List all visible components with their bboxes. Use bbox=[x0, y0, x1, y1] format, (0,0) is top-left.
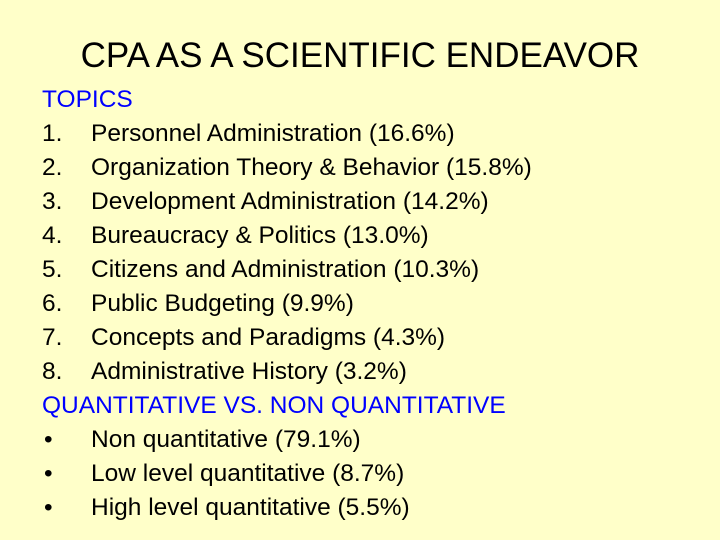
item-text: Public Budgeting (9.9%) bbox=[91, 290, 354, 317]
item-number: 1. bbox=[42, 120, 63, 147]
list-item: • Low level quantitative (8.7%) bbox=[42, 457, 702, 491]
item-text: High level quantitative (5.5%) bbox=[91, 494, 410, 521]
list-item: 1. Personnel Administration (16.6%) bbox=[42, 117, 702, 151]
list-item: 6. Public Budgeting (9.9%) bbox=[42, 287, 702, 321]
bullet-icon: • bbox=[44, 426, 53, 453]
list-item: • High level quantitative (5.5%) bbox=[42, 491, 702, 525]
section-heading: TOPICS bbox=[42, 86, 133, 113]
item-number: 4. bbox=[42, 222, 63, 249]
item-text: Citizens and Administration (10.3%) bbox=[91, 256, 480, 283]
list-item: 7. Concepts and Paradigms (4.3%) bbox=[42, 321, 702, 355]
item-text: Low level quantitative (8.7%) bbox=[91, 460, 405, 487]
list-item: 3. Development Administration (14.2%) bbox=[42, 185, 702, 219]
slide-title: CPA AS A SCIENTIFIC ENDEAVOR bbox=[80, 36, 640, 75]
list-item: 4. Bureaucracy & Politics (13.0%) bbox=[42, 219, 702, 253]
list-item: 2. Organization Theory & Behavior (15.8%… bbox=[42, 151, 702, 185]
section-heading: QUANTITATIVE VS. NON QUANTITATIVE bbox=[42, 392, 506, 419]
bullet-icon: • bbox=[44, 494, 53, 521]
item-number: 5. bbox=[42, 256, 63, 283]
item-text: Concepts and Paradigms (4.3%) bbox=[91, 324, 446, 351]
item-number: 2. bbox=[42, 154, 63, 181]
list-item: • Non quantitative (79.1%) bbox=[42, 423, 702, 457]
item-number: 7. bbox=[42, 324, 63, 351]
item-text: Personnel Administration (16.6%) bbox=[91, 120, 455, 147]
item-number: 6. bbox=[42, 290, 63, 317]
item-text: Development Administration (14.2%) bbox=[91, 188, 489, 215]
item-text: Bureaucracy & Politics (13.0%) bbox=[91, 222, 429, 249]
list-item: 8. Administrative History (3.2%) bbox=[42, 355, 702, 389]
item-number: 8. bbox=[42, 358, 63, 385]
slide-content: TOPICS 1. Personnel Administration (16.6… bbox=[42, 83, 702, 525]
section-heading-quantitative: QUANTITATIVE VS. NON QUANTITATIVE bbox=[42, 389, 702, 423]
section-heading-topics: TOPICS bbox=[42, 83, 702, 117]
item-text: Administrative History (3.2%) bbox=[91, 358, 407, 385]
item-number: 3. bbox=[42, 188, 63, 215]
bullet-icon: • bbox=[44, 460, 53, 487]
item-text: Organization Theory & Behavior (15.8%) bbox=[91, 154, 532, 181]
list-item: 5. Citizens and Administration (10.3%) bbox=[42, 253, 702, 287]
item-text: Non quantitative (79.1%) bbox=[91, 426, 361, 453]
